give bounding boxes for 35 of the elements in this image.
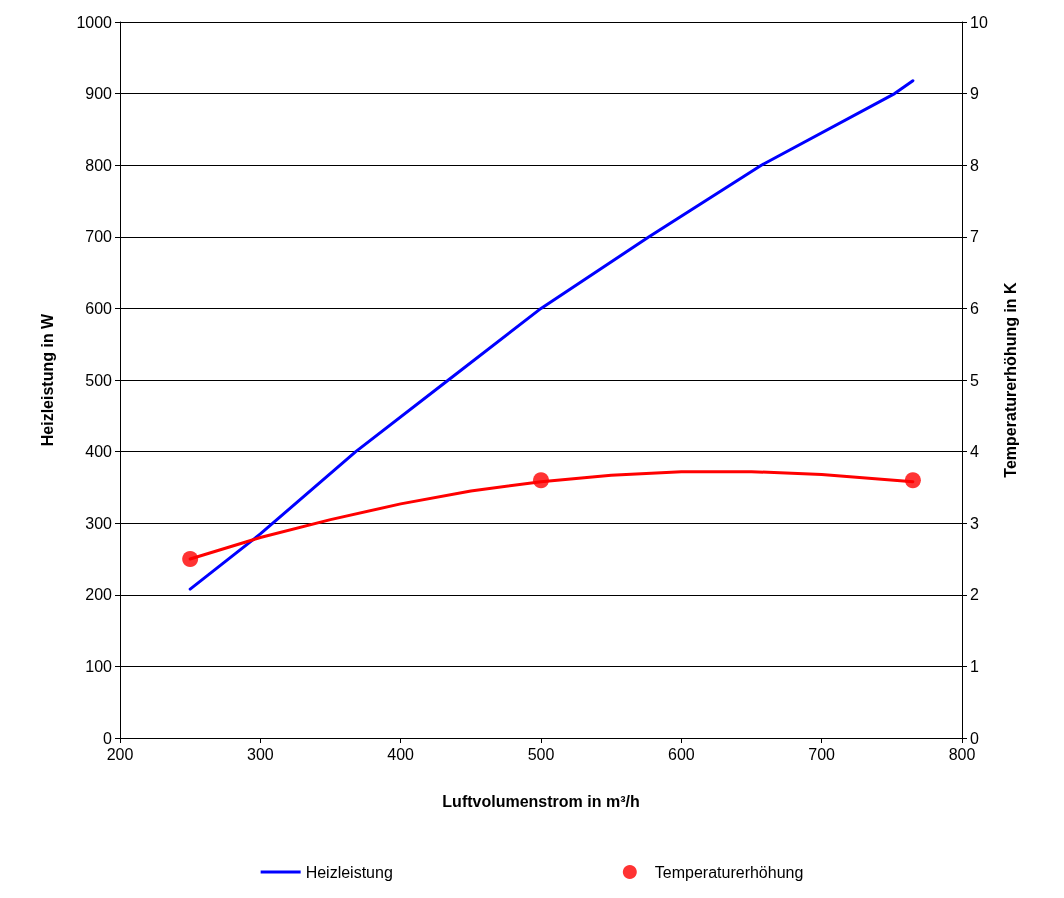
y-tick-label: 200	[85, 586, 113, 604]
x-tick-label: 400	[387, 745, 415, 763]
y-tick-label: 300	[85, 514, 113, 532]
y2-tick-label: 4	[970, 443, 979, 461]
y2-tick-label: 8	[970, 156, 979, 174]
y2-tick-label: 1	[970, 657, 979, 675]
y-tick-label: 400	[85, 443, 113, 461]
y-tick-label: 900	[85, 85, 113, 103]
y-tick-label: 100	[85, 657, 113, 675]
y-tick-label: 800	[85, 156, 113, 174]
legend-label: Temperaturerhöhung	[654, 863, 804, 881]
y2-tick-label: 10	[970, 13, 988, 31]
x-tick-label: 200	[106, 745, 134, 763]
y2-tick-label: 3	[970, 514, 979, 532]
y2-axis-title: Temperaturerhöhung in K	[1001, 281, 1019, 478]
y2-tick-label: 9	[970, 85, 979, 103]
x-tick-label: 800	[948, 745, 976, 763]
y2-tick-label: 5	[970, 371, 979, 389]
y-tick-label: 0	[103, 729, 113, 747]
y2-tick-label: 7	[970, 228, 979, 246]
y-tick-label: 500	[85, 371, 113, 389]
y-tick-label: 700	[85, 228, 113, 246]
x-tick-label: 700	[808, 745, 836, 763]
x-tick-label: 300	[246, 745, 274, 763]
y-tick-label: 1000	[76, 13, 113, 31]
y-axis-title: Heizleistung in W	[38, 312, 56, 447]
y-tick-label: 600	[85, 299, 113, 317]
y2-tick-label: 2	[970, 586, 979, 604]
y2-tick-label: 0	[970, 729, 979, 747]
x-axis-title: Luftvolumenstrom in m³/h	[442, 792, 640, 810]
x-tick-label: 600	[667, 745, 695, 763]
x-tick-label: 500	[527, 745, 555, 763]
legend-label: Heizleistung	[305, 863, 393, 881]
line-series	[188, 79, 915, 591]
y2-tick-label: 6	[970, 299, 979, 317]
